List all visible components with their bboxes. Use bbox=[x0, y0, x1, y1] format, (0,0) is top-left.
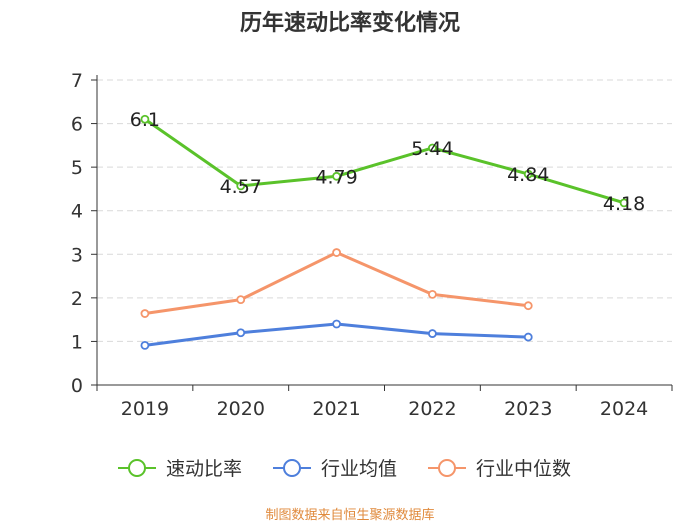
series-line-1 bbox=[144, 117, 625, 205]
data-point bbox=[140, 114, 150, 124]
y-tick-label: 5 bbox=[71, 157, 83, 179]
y-tick-label: 1 bbox=[71, 331, 83, 353]
legend-label: 行业均值 bbox=[321, 458, 397, 480]
legend: 速动比率 行业均值 行业中位数 bbox=[118, 458, 571, 480]
series-line-3 bbox=[144, 251, 529, 316]
data-label: 4.57 bbox=[220, 176, 262, 198]
y-tick-label: 3 bbox=[71, 244, 83, 266]
data-point bbox=[236, 181, 246, 191]
legend-item-1: 速动比率 bbox=[118, 458, 242, 480]
legend-marker bbox=[283, 459, 301, 477]
x-tick-label: 2020 bbox=[217, 398, 265, 420]
x-tick-label: 2022 bbox=[408, 398, 456, 420]
data-label: 4.79 bbox=[315, 166, 357, 188]
data-point bbox=[428, 329, 437, 338]
grid bbox=[97, 79, 672, 342]
data-label: 5.44 bbox=[411, 138, 453, 160]
data-labels: 6.1 4.57 4.79 5.44 4.84 4.18 bbox=[130, 109, 645, 215]
chart-title: 历年速动比率变化情况 bbox=[240, 10, 460, 36]
legend-label: 行业中位数 bbox=[476, 458, 571, 480]
data-point bbox=[236, 328, 246, 338]
y-tick-label: 6 bbox=[71, 114, 83, 136]
data-point bbox=[332, 319, 341, 329]
data-point bbox=[236, 295, 246, 305]
y-tick-label: 7 bbox=[71, 70, 83, 92]
axes: 0 1 2 3 4 5 6 7 2019 2020 2021 2022 2023 2024 bbox=[71, 70, 673, 420]
legend-marker bbox=[128, 459, 146, 477]
data-label: 4.18 bbox=[603, 193, 645, 215]
x-tick-label: 2023 bbox=[504, 398, 552, 420]
data-point bbox=[140, 309, 150, 318]
y-tick-label: 0 bbox=[71, 375, 83, 397]
legend-item-3: 行业中位数 bbox=[428, 458, 571, 480]
data-point bbox=[523, 301, 533, 311]
x-tick-label: 2024 bbox=[600, 398, 648, 420]
data-label: 6.1 bbox=[130, 109, 160, 131]
data-point bbox=[428, 143, 437, 153]
legend-item-2: 行业均值 bbox=[273, 458, 397, 480]
data-point bbox=[140, 340, 150, 350]
data-point bbox=[619, 198, 629, 208]
y-tick-label: 4 bbox=[71, 201, 83, 223]
data-point bbox=[332, 248, 341, 257]
source-note: 制图数据来自恒生聚源数据库 bbox=[265, 507, 434, 523]
legend-label: 速动比率 bbox=[166, 458, 242, 480]
series-layer bbox=[140, 114, 629, 350]
legend-marker bbox=[438, 459, 456, 477]
data-point bbox=[332, 171, 341, 181]
x-tick-label: 2019 bbox=[121, 398, 169, 420]
x-tick-label: 2021 bbox=[312, 398, 360, 420]
data-label: 4.84 bbox=[507, 164, 549, 186]
data-point bbox=[523, 332, 533, 342]
data-point bbox=[523, 169, 533, 179]
y-tick-label: 2 bbox=[71, 288, 83, 310]
data-point bbox=[428, 289, 437, 299]
